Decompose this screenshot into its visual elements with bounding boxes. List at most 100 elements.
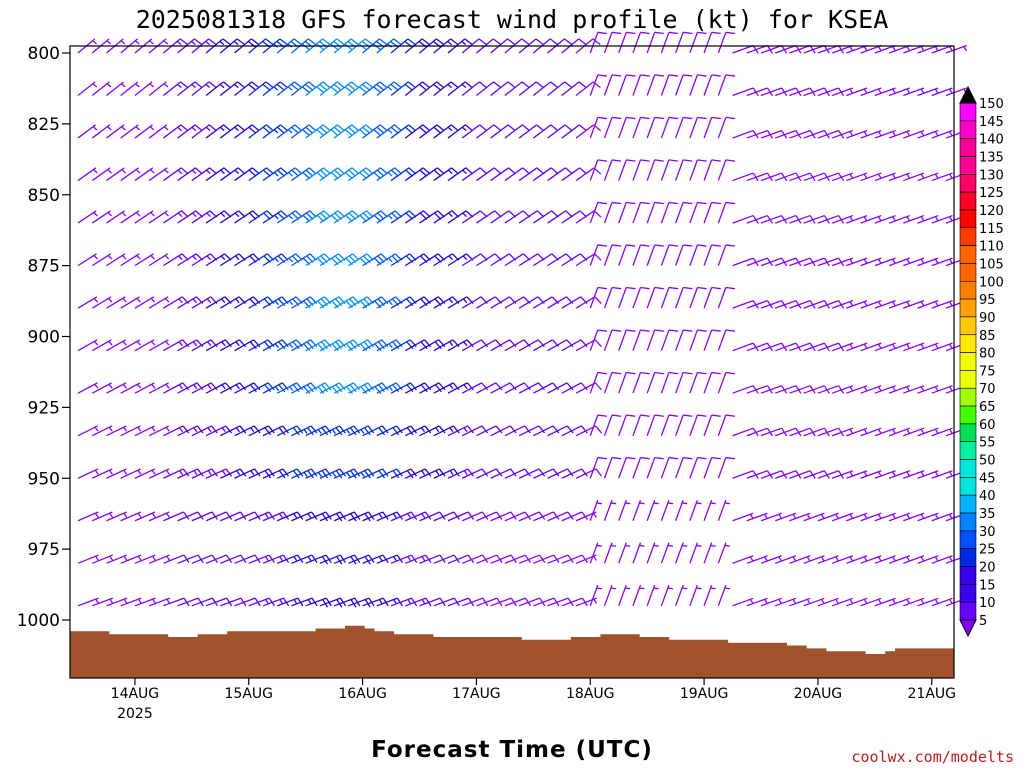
wind-barb xyxy=(504,468,531,479)
wind-barb xyxy=(646,201,664,224)
wind-barb xyxy=(77,339,99,352)
wind-barb xyxy=(589,329,608,351)
wind-barb xyxy=(732,300,759,309)
wind-barb xyxy=(319,511,347,522)
wind-barb xyxy=(234,554,261,564)
wind-barb xyxy=(91,296,113,309)
wind-barb xyxy=(220,425,247,437)
colorbar-tick-label: 30 xyxy=(979,525,996,540)
y-tick-label: 925 xyxy=(28,398,60,418)
colorbar-segment xyxy=(959,245,977,264)
wind-barb xyxy=(533,339,560,352)
wind-barb xyxy=(846,385,868,394)
wind-barb xyxy=(419,253,446,267)
wind-barb xyxy=(575,296,602,309)
wind-barb xyxy=(618,542,631,564)
wind-barb xyxy=(120,167,141,182)
wind-barb xyxy=(561,511,588,522)
wind-barb xyxy=(646,414,664,436)
x-axis-label: Forecast Time (UTC) xyxy=(371,737,653,763)
wind-barb xyxy=(646,286,664,309)
wind-barb xyxy=(120,296,141,309)
colorbar-max-arrow xyxy=(959,85,977,104)
wind-barb xyxy=(703,542,716,564)
wind-barb xyxy=(333,554,361,565)
wind-barb xyxy=(77,296,99,309)
wind-barb xyxy=(319,382,346,395)
wind-barb xyxy=(362,167,388,182)
wind-barb xyxy=(618,371,636,394)
colorbar-segment xyxy=(959,494,977,514)
wind-barb xyxy=(504,425,531,437)
wind-barb xyxy=(91,339,113,352)
wind-barb xyxy=(903,555,925,564)
wind-barb xyxy=(106,554,128,564)
wind-barb xyxy=(305,253,332,267)
wind-barb xyxy=(888,129,911,139)
wind-barb xyxy=(561,296,588,309)
wind-barb xyxy=(561,81,587,97)
wind-barb xyxy=(219,167,246,182)
wind-barb xyxy=(205,81,231,97)
wind-barb xyxy=(561,468,588,479)
colorbar-tick-label: 120 xyxy=(979,204,1004,219)
wind-barb xyxy=(603,244,622,266)
wind-barb xyxy=(675,159,693,181)
wind-barb xyxy=(888,512,911,522)
wind-barb xyxy=(917,129,939,139)
wind-barb xyxy=(618,74,636,96)
wind-barb xyxy=(646,159,664,181)
wind-barb xyxy=(632,542,645,564)
wind-barb xyxy=(917,300,939,309)
wind-barb xyxy=(376,124,402,139)
wind-barb xyxy=(106,253,127,267)
colorbar-tick-label: 130 xyxy=(979,168,1004,183)
wind-barb xyxy=(134,124,155,139)
wind-barb xyxy=(461,425,489,437)
wind-barb xyxy=(860,214,882,224)
wind-barb xyxy=(490,167,516,182)
wind-barb xyxy=(660,116,679,139)
wind-barb xyxy=(234,468,261,479)
x-tick-label: 19AUG xyxy=(680,686,729,702)
wind-barb xyxy=(547,253,574,267)
colorbar-segment xyxy=(959,477,977,496)
wind-barb xyxy=(77,554,99,564)
wind-barb xyxy=(120,468,142,479)
wind-barb xyxy=(219,382,247,394)
wind-barb xyxy=(660,499,674,521)
colorbar-tick-label: 20 xyxy=(979,561,996,576)
wind-barb xyxy=(831,300,854,309)
colorbar-segment xyxy=(959,316,977,336)
wind-barb xyxy=(77,425,99,437)
wind-barb xyxy=(262,167,289,182)
wind-barb xyxy=(148,253,170,267)
wind-barb xyxy=(319,253,346,267)
wind-barb xyxy=(846,342,868,352)
wind-barb xyxy=(77,468,99,479)
wind-barb xyxy=(603,584,617,607)
wind-barb xyxy=(163,253,189,267)
wind-barb xyxy=(362,468,389,479)
colorbar-tick-label: 140 xyxy=(979,133,1004,148)
wind-barb xyxy=(575,382,602,394)
wind-barb xyxy=(476,468,503,479)
wind-barb xyxy=(248,210,275,224)
wind-barb xyxy=(575,124,602,139)
wind-barb xyxy=(532,124,559,139)
wind-barb xyxy=(831,427,854,437)
wind-barb xyxy=(319,210,346,224)
wind-barb xyxy=(917,44,939,54)
wind-barb xyxy=(846,172,868,182)
wind-barb xyxy=(219,81,246,97)
wind-barb xyxy=(490,81,516,97)
wind-barb xyxy=(632,159,650,181)
wind-barb xyxy=(618,244,636,266)
wind-barb xyxy=(931,300,953,309)
wind-barb xyxy=(348,554,375,565)
wind-barb xyxy=(860,555,882,564)
wind-barb xyxy=(490,124,516,139)
wind-barb xyxy=(618,584,631,607)
wind-barb xyxy=(533,382,560,394)
colorbar-tick-label: 10 xyxy=(979,596,996,611)
